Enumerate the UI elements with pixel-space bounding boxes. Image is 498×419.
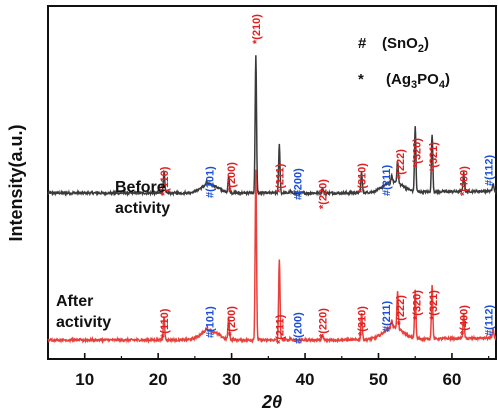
peak-label-before-4: *(211) <box>274 163 286 193</box>
legend-sno2-end: ) <box>424 35 429 52</box>
legend-ag-sub: 3 <box>411 79 417 91</box>
x-axis-ticks <box>47 353 490 359</box>
legend-ag-end: ) <box>445 71 450 88</box>
peak-label-after-4: #(200) <box>293 312 305 344</box>
x-tick-label-20: 20 <box>149 370 168 389</box>
peak-label-before-5: #(200) <box>293 168 305 200</box>
peak-label-after-3: *(211) <box>274 314 286 344</box>
legend-symbol-star: * <box>358 71 364 88</box>
legend-ag-main: (Ag <box>386 71 411 88</box>
after-label-line1: After <box>56 293 93 310</box>
peak-label-after-10: *(321) <box>428 290 440 320</box>
series-line-after <box>47 169 497 345</box>
x-tick-label-40: 40 <box>296 370 315 389</box>
series-line-before <box>47 55 497 198</box>
legend: # (SnO2) * (Ag3PO4) <box>358 35 450 91</box>
plot-area: *(110) #(101) *(200) *(210) *(211) #(200) *(22… <box>47 5 497 360</box>
series-label-after: After activity <box>56 293 111 331</box>
peak-label-after-9: *(320) <box>412 290 424 320</box>
legend-item-sno2: # (SnO2) <box>358 35 429 55</box>
series-group <box>47 55 497 345</box>
x-tick-label-30: 30 <box>222 370 241 389</box>
peak-label-after-12: #(112) <box>484 304 496 336</box>
peak-annotations: *(110) #(101) *(200) *(210) *(211) #(200) *(22… <box>159 14 496 344</box>
legend-ag-mid: PO <box>417 71 439 88</box>
peak-label-after-6: *(310) <box>357 306 369 336</box>
peak-label-after-11: *(400) <box>459 305 471 335</box>
x-tick-label-60: 60 <box>442 370 461 389</box>
peak-label-before-10: *(320) <box>412 138 424 168</box>
y-axis-title: Intensity(a.u.) <box>6 124 26 241</box>
peak-label-before-1: #(101) <box>205 166 217 198</box>
legend-sno2-main: (SnO <box>382 35 418 52</box>
peak-label-after-5: *(220) <box>318 308 330 338</box>
legend-sno2-sub: 2 <box>418 43 424 55</box>
legend-ag-sub2: 4 <box>439 79 446 91</box>
peak-label-after-0: *(110) <box>159 308 171 338</box>
series-label-before: Before activity <box>115 179 170 217</box>
peak-label-before-2: *(200) <box>226 162 238 192</box>
peak-label-after-2: *(200) <box>226 306 238 336</box>
before-label-line1: Before <box>115 179 166 196</box>
x-tick-labels: 10 20 30 40 50 60 <box>75 370 461 389</box>
peak-label-before-3: *(210) <box>251 14 263 44</box>
legend-item-ag3po4: * (Ag3PO4) <box>358 71 450 91</box>
peak-label-before-9: *(222) <box>395 149 407 179</box>
x-tick-label-50: 50 <box>369 370 388 389</box>
peak-label-after-1: #(101) <box>205 306 217 338</box>
legend-label-sno2: (SnO2) <box>382 35 429 55</box>
peak-label-after-7: #(211) <box>381 300 393 332</box>
peak-label-before-11: *(321) <box>428 142 440 172</box>
peak-label-before-13: #(112) <box>484 154 496 186</box>
peak-label-before-8: #(211) <box>381 164 393 196</box>
after-label-line2: activity <box>56 314 111 331</box>
x-axis-title: 2θ <box>261 392 282 412</box>
peak-label-before-7: *(310) <box>357 163 369 193</box>
plot-frame <box>47 5 497 360</box>
peak-label-before-0: *(110) <box>159 166 171 196</box>
legend-symbol-hash: # <box>358 35 367 52</box>
x-tick-label-10: 10 <box>75 370 94 389</box>
peak-label-after-8: *(222) <box>395 295 407 325</box>
peak-label-before-6: *(220) <box>318 179 330 209</box>
legend-label-ag3po4: (Ag3PO4) <box>386 71 450 91</box>
peak-label-before-12: *(400) <box>459 166 471 196</box>
before-label-line2: activity <box>115 200 170 217</box>
